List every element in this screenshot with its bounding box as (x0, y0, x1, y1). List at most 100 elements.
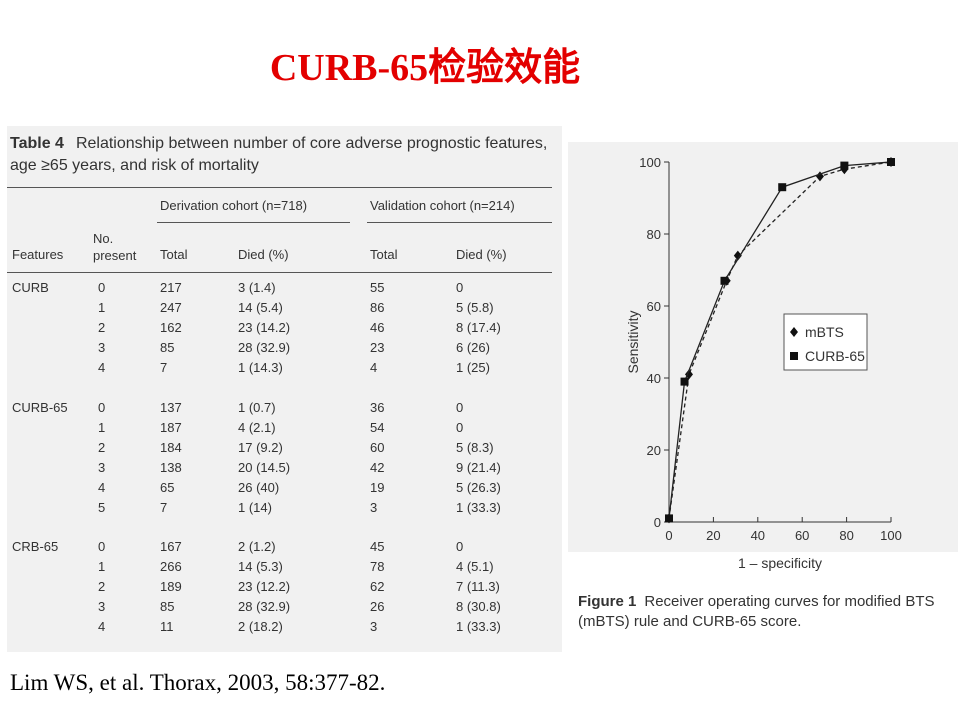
no-present-cell: 5 (98, 500, 106, 515)
x-tick-label: 20 (706, 528, 720, 543)
no-present-cell: 4 (98, 360, 106, 375)
data-point-square (840, 161, 849, 170)
valid-total-cell: 54 (370, 420, 385, 435)
valid-total-cell: 46 (370, 320, 385, 335)
chart-series (665, 157, 895, 524)
valid-total-cell: 86 (370, 300, 385, 315)
derivation-rule (157, 222, 350, 223)
table-row: 1 187 4 (2.1) 54 0 (7, 418, 562, 438)
valid-total-cell: 26 (370, 599, 385, 614)
valid-died-cell: 1 (33.3) (456, 500, 501, 515)
deriv-died-cell: 26 (40) (238, 480, 280, 495)
valid-total-cell: 42 (370, 460, 385, 475)
series-line-1 (668, 161, 892, 519)
validation-header: Validation cohort (n=214) (370, 198, 515, 213)
valid-died-cell: 9 (21.4) (456, 460, 501, 475)
table-label: Table 4 (10, 135, 64, 152)
valid-died-cell: 0 (456, 280, 464, 295)
no-present-cell: 0 (98, 400, 106, 415)
chart-axes: 0 20 40 60 80 100 0 20 40 60 80 100 1 – specificity S… (625, 155, 902, 571)
chart-panel (568, 142, 958, 552)
deriv-died-cell: 4 (2.1) (238, 420, 276, 435)
valid-died-cell: 0 (456, 420, 464, 435)
deriv-total-cell: 247 (160, 300, 182, 315)
derivation-header: Derivation cohort (n=718) (160, 198, 308, 213)
deriv-died-cell: 23 (14.2) (238, 320, 291, 335)
col-valid-total: Total (370, 247, 398, 262)
deriv-died-cell: 1 (14.3) (238, 360, 283, 375)
no-present-cell: 1 (98, 300, 106, 315)
table-row: 4 11 2 (18.2) 3 1 (33.3) (7, 617, 562, 637)
deriv-total-cell: 137 (160, 400, 182, 415)
slide-title: CURB-65检验效能 (269, 47, 581, 89)
deriv-total-cell: 85 (160, 340, 175, 355)
roc-chart: 0 20 40 60 80 100 0 20 40 60 80 100 1 – specificity S… (625, 155, 902, 571)
legend-label: CURB-65 (805, 348, 865, 364)
col-valid-died: Died (%) (456, 247, 507, 262)
citation: Lim WS, et al. Thorax, 2003, 58:377-82. (10, 670, 386, 695)
deriv-died-cell: 14 (5.4) (238, 300, 283, 315)
valid-total-cell: 3 (370, 500, 378, 515)
col-no-present: No. present (93, 231, 137, 263)
valid-total-cell: 60 (370, 440, 385, 455)
data-point-diamond (684, 369, 693, 380)
deriv-died-cell: 28 (32.9) (238, 599, 291, 614)
valid-total-cell: 36 (370, 400, 385, 415)
y-tick-label: 0 (654, 515, 661, 530)
deriv-total-cell: 167 (160, 539, 182, 554)
deriv-total-cell: 217 (160, 280, 182, 295)
table-row: CRB-65 0 167 2 (1.2) 45 0 (7, 537, 562, 557)
deriv-total-cell: 187 (160, 420, 182, 435)
y-tick-label: 80 (647, 227, 661, 242)
table-row: 4 7 1 (14.3) 4 1 (25) (7, 358, 562, 378)
valid-died-cell: 0 (456, 400, 464, 415)
deriv-total-cell: 85 (160, 599, 175, 614)
valid-total-cell: 62 (370, 579, 385, 594)
x-axis-label: 1 – specificity (738, 555, 822, 571)
table-row: 3 138 20 (14.5) 42 9 (21.4) (7, 458, 562, 478)
legend-box (783, 313, 868, 371)
no-present-cell: 2 (98, 320, 106, 335)
valid-died-cell: 8 (17.4) (456, 320, 501, 335)
deriv-died-cell: 1 (0.7) (238, 400, 276, 415)
col-deriv-total: Total (160, 247, 188, 262)
x-tick-label: 60 (795, 528, 809, 543)
feature-cell: CURB (12, 280, 49, 295)
valid-died-cell: 7 (11.3) (456, 579, 500, 594)
legend-diamond-marker (790, 327, 798, 337)
data-point-square (887, 158, 895, 166)
table-row: 2 189 23 (12.2) 62 7 (11.3) (7, 577, 562, 597)
data-point-diamond (733, 250, 742, 261)
table-row: 3 85 28 (32.9) 26 8 (30.8) (7, 597, 562, 617)
valid-total-cell: 78 (370, 559, 385, 574)
valid-total-cell: 55 (370, 280, 385, 295)
no-present-cell: 0 (98, 280, 106, 295)
deriv-total-cell: 266 (160, 559, 182, 574)
data-point-square (680, 377, 689, 386)
table-row: 2 184 17 (9.2) 60 5 (8.3) (7, 438, 562, 458)
valid-died-cell: 1 (33.3) (456, 619, 501, 634)
no-present-cell: 4 (98, 480, 106, 495)
deriv-total-cell: 7 (160, 360, 168, 375)
valid-died-cell: 6 (26) (456, 340, 490, 355)
figure-caption-text: Receiver operating curves for modified B… (578, 593, 935, 630)
table-caption: Table 4 Relationship between number of co… (10, 133, 550, 177)
valid-total-cell: 45 (370, 539, 385, 554)
x-tick-label: 100 (880, 528, 902, 543)
table-row: 5 7 1 (14) 3 1 (33.3) (7, 498, 562, 518)
table-row: 1 247 14 (5.4) 86 5 (5.8) (7, 298, 562, 318)
valid-died-cell: 5 (5.8) (456, 300, 494, 315)
deriv-total-cell: 184 (160, 440, 182, 455)
no-present-cell: 4 (98, 619, 106, 634)
valid-died-cell: 0 (456, 539, 464, 554)
y-tick-label: 40 (647, 371, 661, 386)
x-tick-label: 40 (751, 528, 765, 543)
valid-total-cell: 4 (370, 360, 378, 375)
legend-label: mBTS (805, 324, 844, 340)
table-header-rule (7, 272, 552, 273)
table-row: 1 266 14 (5.3) 78 4 (5.1) (7, 557, 562, 577)
table-panel: Table 4 Relationship between number of co… (7, 126, 562, 652)
data-point-square (665, 514, 673, 523)
deriv-died-cell: 23 (12.2) (238, 579, 291, 594)
data-point-square (720, 276, 729, 285)
